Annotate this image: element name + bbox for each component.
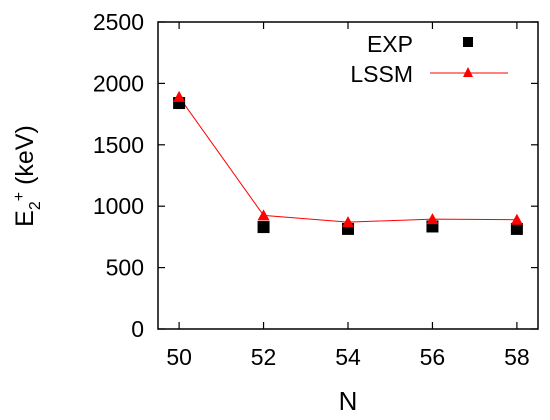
legend: EXP LSSM	[350, 31, 508, 87]
x-axis-ticks: 50 52 54 56 58	[166, 22, 530, 370]
y-tick-label: 1000	[93, 193, 144, 219]
y-axis-label-unit: (keV)	[11, 125, 39, 192]
x-tick-label: 50	[166, 344, 192, 370]
lssm-point	[173, 90, 186, 102]
y-axis-label-sub: 2	[27, 201, 44, 210]
y-axis-ticks: 0 500 1000 1500 2000 2500	[93, 9, 538, 342]
legend-marker-lssm	[463, 67, 473, 77]
exp-point	[257, 221, 270, 234]
y-axis-label-base: E	[11, 210, 39, 227]
x-tick-label: 58	[504, 344, 530, 370]
plot-frame	[157, 21, 539, 330]
lssm-point	[257, 209, 270, 221]
x-tick-label: 56	[420, 344, 446, 370]
lssm-series-line	[178, 96, 517, 223]
lssm-point	[510, 213, 523, 225]
x-tick-label: 54	[335, 344, 361, 370]
y-axis-label: E2+ (keV)	[11, 125, 44, 227]
y-tick-label: 2000	[93, 70, 144, 96]
series-layer	[173, 90, 523, 235]
lssm-point	[342, 216, 354, 228]
legend-label-exp: EXP	[367, 31, 413, 57]
y-tick-label: 2500	[93, 9, 144, 35]
legend-marker-exp	[463, 37, 473, 47]
y-tick-label: 1500	[93, 132, 144, 158]
x-axis-label: N	[339, 386, 358, 416]
y-tick-label: 0	[131, 316, 144, 342]
legend-label-lssm: LSSM	[350, 61, 413, 87]
x-tick-label: 52	[251, 344, 277, 370]
y-axis-label-sup: +	[11, 192, 28, 201]
lssm-point	[426, 213, 439, 225]
y-tick-label: 500	[106, 255, 144, 281]
exp-point	[510, 222, 523, 235]
